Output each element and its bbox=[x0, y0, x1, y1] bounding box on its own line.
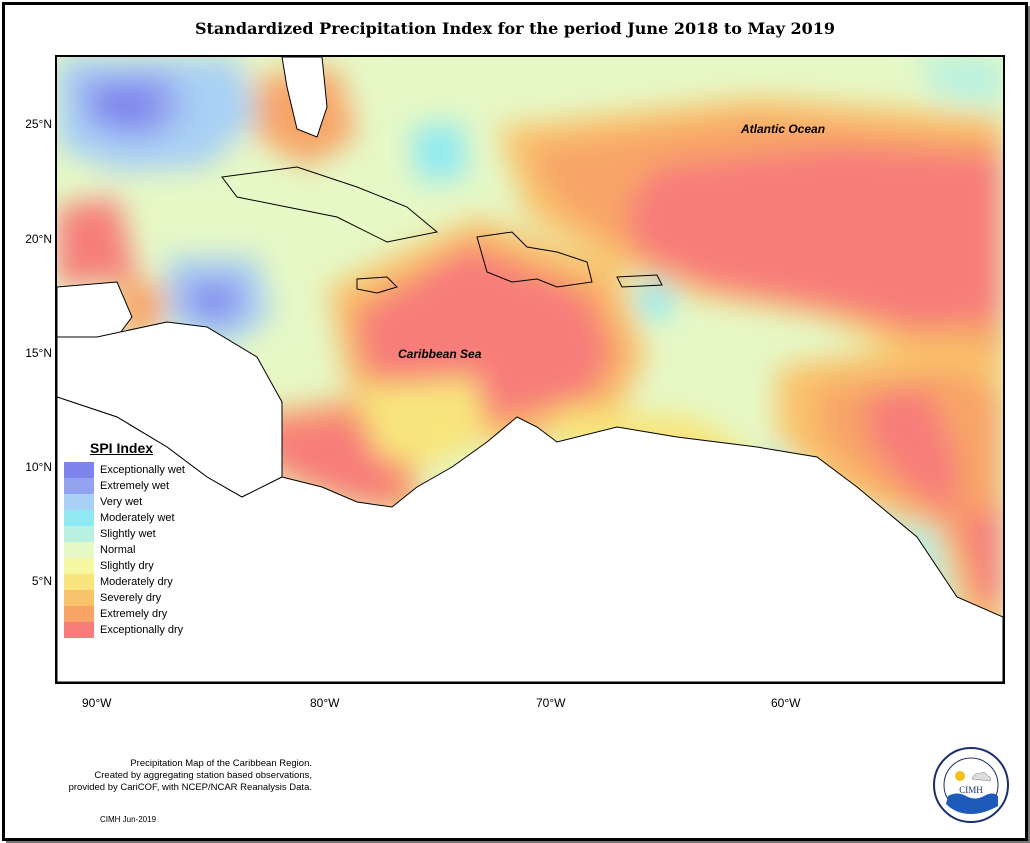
legend-label: Normal bbox=[100, 544, 136, 556]
legend-label: Extremely wet bbox=[100, 480, 170, 492]
legend-item: Very wet bbox=[64, 494, 204, 510]
legend-title: SPI Index bbox=[90, 440, 154, 456]
legend-label: Moderately dry bbox=[100, 576, 173, 588]
cimh-logo: CIMH bbox=[933, 747, 1009, 823]
legend-item: Normal bbox=[64, 542, 204, 558]
legend-label: Very wet bbox=[100, 496, 143, 508]
legend-item: Severely dry bbox=[64, 590, 204, 606]
lon-tick-90w: 90°W bbox=[82, 696, 112, 710]
legend-label: Slightly wet bbox=[100, 528, 156, 540]
lat-tick-20n: 20°N bbox=[25, 232, 52, 246]
legend-item: Slightly wet bbox=[64, 526, 204, 542]
legend-item: Slightly dry bbox=[64, 558, 204, 574]
cimh-date-stamp: CIMH Jun-2019 bbox=[100, 815, 157, 824]
legend-swatch bbox=[64, 494, 94, 510]
lon-tick-60w: 60°W bbox=[771, 696, 801, 710]
legend-swatch bbox=[64, 558, 94, 574]
legend-swatch bbox=[64, 574, 94, 590]
atlantic-ocean-label: Atlantic Ocean bbox=[741, 122, 826, 136]
legend-swatch bbox=[64, 462, 94, 478]
legend-swatch bbox=[64, 478, 94, 494]
legend-item: Exceptionally dry bbox=[64, 622, 204, 638]
legend-item: Extremely wet bbox=[64, 478, 204, 494]
legend-label: Moderately wet bbox=[100, 512, 175, 524]
lat-tick-15n: 15°N bbox=[25, 346, 52, 360]
legend-label: Extremely dry bbox=[100, 608, 168, 620]
legend-swatch bbox=[64, 526, 94, 542]
legend-swatch bbox=[64, 590, 94, 606]
credits-line-2: Created by aggregating station based obs… bbox=[94, 770, 312, 781]
credits-line-1: Precipitation Map of the Caribbean Regio… bbox=[130, 758, 312, 769]
legend-label: Severely dry bbox=[100, 592, 162, 604]
legend-swatch bbox=[64, 542, 94, 558]
legend-item: Extremely dry bbox=[64, 606, 204, 622]
page-title: Standardized Precipitation Index for the… bbox=[194, 19, 836, 38]
legend-item: Moderately wet bbox=[64, 510, 204, 526]
legend-label: Exceptionally dry bbox=[100, 624, 184, 636]
lat-tick-25n: 25°N bbox=[25, 117, 52, 131]
caribbean-sea-label: Caribbean Sea bbox=[398, 347, 482, 361]
spi-legend: SPI Index Exceptionally wet Extremely wet… bbox=[64, 440, 204, 638]
cimh-logo-text: CIMH bbox=[959, 785, 983, 795]
lon-tick-70w: 70°W bbox=[536, 696, 566, 710]
lat-tick-10n: 10°N bbox=[25, 460, 52, 474]
legend-label: Exceptionally wet bbox=[100, 464, 185, 476]
spi-field bbox=[57, 57, 1003, 682]
legend-swatch bbox=[64, 606, 94, 622]
credits-line-3: provided by CariCOF, with NCEP/NCAR Rean… bbox=[68, 782, 312, 793]
lon-tick-80w: 80°W bbox=[310, 696, 340, 710]
legend-swatch bbox=[64, 510, 94, 526]
map-credits: Precipitation Map of the Caribbean Regio… bbox=[0, 758, 312, 794]
lat-tick-5n: 5°N bbox=[31, 574, 52, 588]
legend-swatch bbox=[64, 622, 94, 638]
legend-item: Exceptionally wet bbox=[64, 462, 204, 478]
spi-map: Atlantic Ocean Caribbean Sea bbox=[55, 55, 1005, 684]
legend-item: Moderately dry bbox=[64, 574, 204, 590]
legend-label: Slightly dry bbox=[100, 560, 154, 572]
